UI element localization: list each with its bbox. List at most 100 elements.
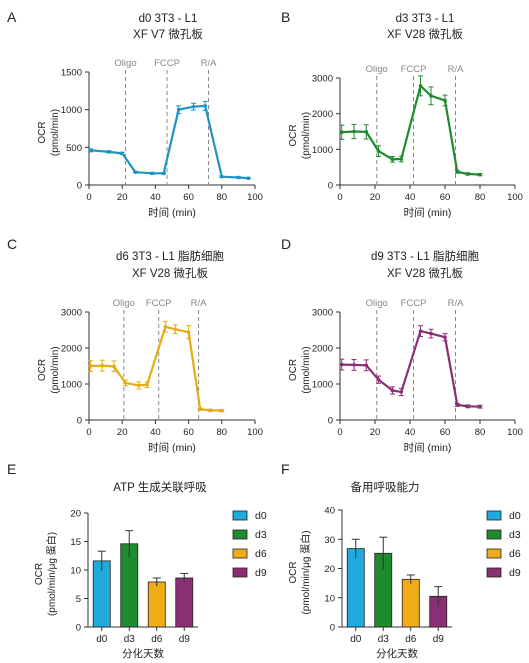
data-point [191,104,196,109]
panel-label: F [281,461,290,477]
data-point [455,170,460,174]
y-axis-label: OCR [288,359,299,381]
x-axis-label: 时间 (min) [404,206,452,219]
y-tick-label: 20 [324,564,335,575]
data-point [465,172,470,176]
x-axis-label: 分化天数 [376,647,418,660]
x-tick-label: 40 [405,192,416,203]
x-tick-label: 80 [217,427,228,438]
legend-label: d3 [255,529,267,541]
data-point [161,171,166,176]
y-axis-unit: (pmol/min) [50,109,61,156]
data-point [220,408,224,413]
chart-title: d6 3T3 - L1 脂肪细胞 [116,249,225,263]
x-tick-label: d3 [378,634,390,645]
legend-swatch [232,548,248,559]
x-axis-label: 分化天数 [122,647,164,660]
data-point [429,94,433,98]
data-point [339,130,344,135]
legend-swatch [232,529,248,540]
data-point [399,390,404,394]
y-tick-label: 10 [70,566,81,577]
y-tick-label: 1000 [61,105,82,116]
legend-label: d6 [255,548,267,560]
data-point [390,388,395,393]
x-axis-label: 时间 (min) [148,206,196,219]
chart-subtitle: XF V28 微孔板 [132,266,209,280]
data-point [352,129,356,134]
data-point [88,364,93,368]
x-tick-label: 100 [247,427,263,438]
data-point [220,174,224,179]
chart-subtitle: XF V28 微孔板 [387,27,464,41]
data-point [150,171,154,176]
data-point [186,330,191,334]
x-tick-label: 40 [405,427,416,438]
x-tick-label: d6 [405,634,417,645]
series-line [341,330,481,408]
legend-label: d6 [509,548,521,560]
data-point [376,377,381,382]
data-point [120,151,124,156]
injection-label: Oligo [114,58,136,69]
x-tick-label: 20 [370,192,381,203]
panel-label: E [7,461,16,477]
chart-subtitle: XF V28 微孔板 [387,266,464,280]
data-point [133,170,138,174]
y-axis-unit: (pmol/min) [301,346,312,393]
y-tick-label: 2000 [61,344,82,355]
series-line [90,325,222,412]
injection-label: R/A [191,298,208,309]
y-tick-label: 2000 [312,109,333,120]
panel-label: B [281,9,290,25]
data-point [173,327,178,332]
x-tick-label: d0 [96,634,108,645]
injection-label: R/A [201,58,218,69]
y-tick-label: 15 [70,537,81,548]
y-tick-label: 20 [70,509,81,520]
data-point [246,176,251,181]
x-tick-label: 60 [183,427,194,438]
data-point [208,408,212,413]
series-line [90,104,249,180]
data-point [465,404,470,409]
x-tick-label: 80 [217,192,228,203]
legend-label: d9 [509,567,521,579]
injection-label: FCCP [154,58,180,69]
y-tick-label: 3000 [312,308,333,319]
y-tick-label: 3000 [61,308,82,319]
y-tick-label: 0 [330,623,335,634]
y-tick-label: 3000 [312,74,333,85]
data-point [443,98,447,103]
panel-label: D [281,236,291,252]
legend-label: d3 [509,529,521,541]
legend-label: d9 [255,567,267,579]
bar [346,548,365,628]
x-tick-label: d6 [151,634,163,645]
y-tick-label: 5 [76,594,81,605]
x-tick-label: 20 [117,427,128,438]
x-tick-label: 20 [117,192,128,203]
x-tick-label: 0 [86,192,91,203]
data-point [137,383,141,388]
chart-panel-e: E ATP 生成关联呼吸 0 5 10 15 20 d0 d3 d6 d9 分化天数 OCR (pmol/… [7,461,267,660]
data-point [364,363,369,368]
legend-swatch [486,529,502,540]
data-point [390,157,395,162]
x-tick-label: d3 [124,634,136,645]
data-point [399,157,404,161]
x-tick-label: 40 [150,192,161,203]
panel-label: C [7,236,17,252]
x-tick-label: 60 [440,427,451,438]
y-axis-label: OCR [37,359,48,381]
y-tick-label: 1000 [312,145,333,156]
data-point [418,84,423,88]
legend-swatch [232,510,248,521]
data-point [376,149,381,153]
chart-panel-f: F 备用呼吸能力 0 10 20 30 40 d0 d3 d6 d9 分化天数 OCR (pmol/min… [281,461,521,660]
legend-swatch [486,567,502,578]
